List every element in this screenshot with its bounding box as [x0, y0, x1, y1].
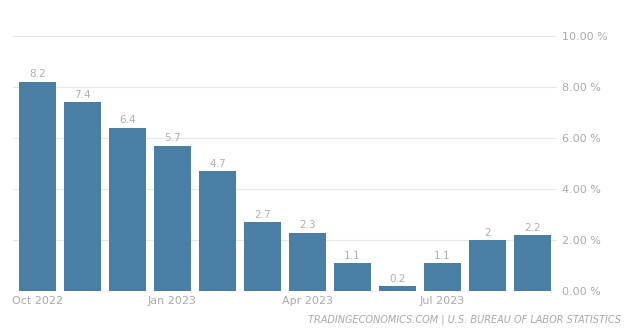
Text: 1.1: 1.1	[344, 251, 360, 261]
Bar	[64, 102, 101, 291]
Bar	[109, 128, 146, 291]
Bar	[19, 82, 56, 291]
Bar	[289, 232, 326, 291]
Text: 4.7: 4.7	[209, 159, 226, 169]
Bar	[154, 146, 191, 291]
Bar	[468, 240, 506, 291]
Text: 2: 2	[484, 228, 490, 238]
Bar	[379, 286, 415, 291]
Text: 2.7: 2.7	[254, 210, 271, 220]
Text: 5.7: 5.7	[164, 133, 180, 143]
Text: 1.1: 1.1	[434, 251, 451, 261]
Text: 7.4: 7.4	[74, 89, 91, 99]
Bar	[199, 171, 236, 291]
Text: 6.4: 6.4	[119, 115, 136, 125]
Text: 0.2: 0.2	[389, 274, 406, 284]
Bar	[514, 235, 550, 291]
Text: 2.3: 2.3	[299, 220, 316, 230]
Bar	[244, 222, 281, 291]
Text: 8.2: 8.2	[29, 69, 46, 79]
Text: 2.2: 2.2	[524, 223, 540, 232]
Text: TRADINGECONOMICS.COM | U.S. BUREAU OF LABOR STATISTICS: TRADINGECONOMICS.COM | U.S. BUREAU OF LA…	[308, 315, 621, 325]
Bar	[424, 263, 461, 291]
Bar	[334, 263, 371, 291]
